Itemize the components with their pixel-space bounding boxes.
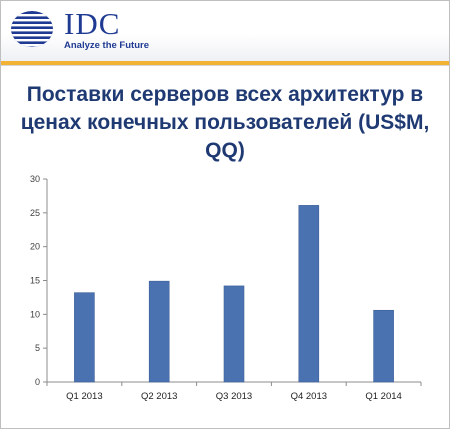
y-tick-label: 10 (30, 309, 40, 319)
bar-q2-2013 (148, 280, 170, 383)
bar-q3-2013 (223, 285, 245, 383)
globe-icon (11, 11, 53, 47)
x-category-label: Q4 2013 (291, 391, 327, 402)
header: IDC Analyze the Future (1, 1, 449, 61)
bar-chart: 0 5 10 15 20 25 30 Q1 2013 Q2 2013 Q3 2013 Q4 2013… (30, 174, 422, 402)
x-category-label: Q1 2013 (66, 391, 102, 402)
y-tick-label: 15 (30, 276, 40, 286)
header-grey-rule (1, 65, 449, 66)
x-category-label: Q3 2013 (216, 391, 252, 402)
header-gold-rule (1, 61, 449, 65)
bar-q1-2014 (373, 309, 394, 383)
logo-tagline: Analyze the Future (64, 40, 149, 51)
y-tick-label: 20 (30, 242, 40, 252)
idc-logo: IDC Analyze the Future (9, 6, 169, 53)
y-tick-label: 0 (35, 377, 40, 387)
y-tick-label: 5 (35, 343, 40, 353)
chart-title: Поставки серверов всех архитектур в цена… (20, 83, 430, 162)
logo-wordmark: IDC (64, 6, 121, 41)
bar-q1-2013 (74, 292, 95, 383)
bar-q4-2013 (298, 205, 320, 383)
x-category-label: Q1 2014 (365, 391, 401, 402)
y-tick-label: 30 (30, 174, 40, 184)
x-category-label: Q2 2013 (141, 391, 177, 402)
y-tick-label: 25 (30, 208, 40, 218)
